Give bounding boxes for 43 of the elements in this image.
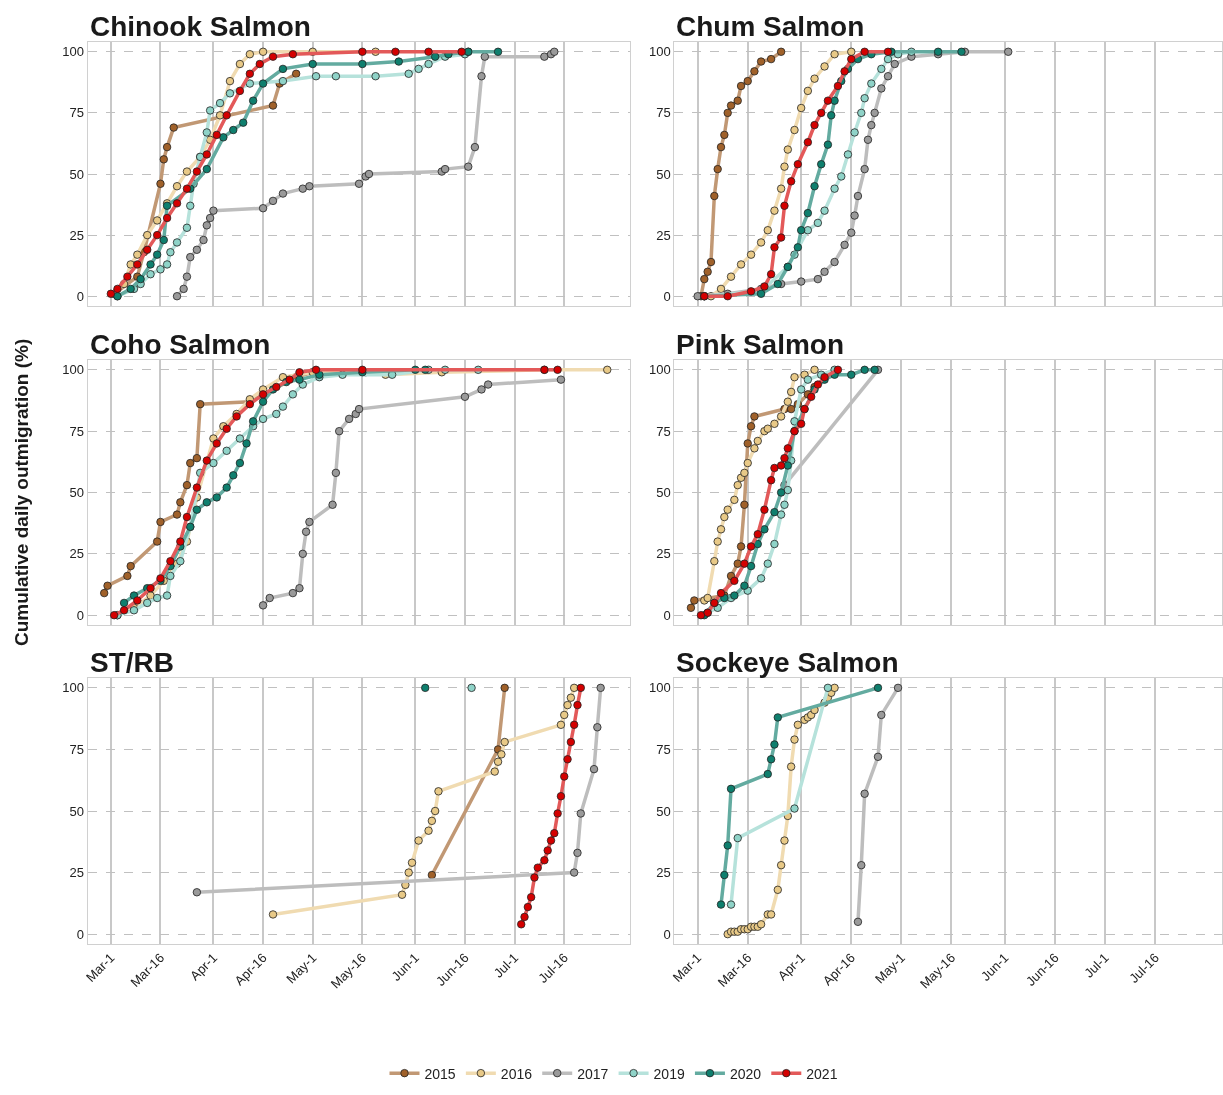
y-tick-label: 0 <box>76 607 85 623</box>
chart-title: Chinook Salmon <box>90 11 311 42</box>
y-tick-label: 25 <box>69 227 85 243</box>
chart-title: ST/RB <box>90 647 174 678</box>
y-tick-label: 0 <box>663 926 671 942</box>
y-tick-label: 75 <box>656 423 671 439</box>
y-tick-label: 100 <box>648 680 671 696</box>
y-tick-label: 100 <box>648 362 671 378</box>
legend-label: 2021 <box>806 1065 838 1082</box>
y-tick-label: 25 <box>656 865 671 881</box>
y-tick-label: 25 <box>69 546 85 562</box>
legend-label: 2019 <box>653 1065 685 1082</box>
y-tick-label: 100 <box>62 44 85 60</box>
y-tick-label: 0 <box>663 288 671 304</box>
y-tick-label: 50 <box>69 485 85 501</box>
legend-label: 2015 <box>424 1065 456 1082</box>
y-tick-label: 50 <box>656 803 671 819</box>
legend-label: 2016 <box>500 1065 533 1082</box>
y-tick-label: 75 <box>656 741 671 757</box>
y-tick-label: 0 <box>76 288 85 304</box>
y-tick-label: 75 <box>69 423 85 439</box>
y-tick-label: 100 <box>648 44 671 60</box>
y-tick-label: 100 <box>62 680 85 696</box>
chart-title: Pink Salmon <box>676 329 845 360</box>
chart-title: Sockeye Salmon <box>676 647 899 678</box>
y-tick-label: 50 <box>656 166 671 182</box>
chart-title: Coho Salmon <box>90 329 271 360</box>
y-tick-label: 50 <box>69 803 85 819</box>
y-tick-label: 75 <box>69 105 85 121</box>
y-tick-label: 25 <box>69 865 85 881</box>
y-tick-label: 75 <box>656 105 671 121</box>
y-tick-label: 0 <box>663 607 671 623</box>
y-tick-label: 50 <box>69 166 85 182</box>
y-tick-label: 75 <box>69 741 85 757</box>
y-tick-label: 100 <box>62 362 85 378</box>
y-axis-title: Cumulative daily outmigration (%) <box>10 338 32 646</box>
y-tick-label: 25 <box>656 546 671 562</box>
legend-label: 2017 <box>577 1065 609 1082</box>
chart-title: Chum Salmon <box>676 11 865 42</box>
y-tick-label: 50 <box>656 485 671 501</box>
y-tick-label: 0 <box>76 926 85 942</box>
legend-label: 2020 <box>729 1065 762 1082</box>
y-tick-label: 25 <box>656 227 671 243</box>
